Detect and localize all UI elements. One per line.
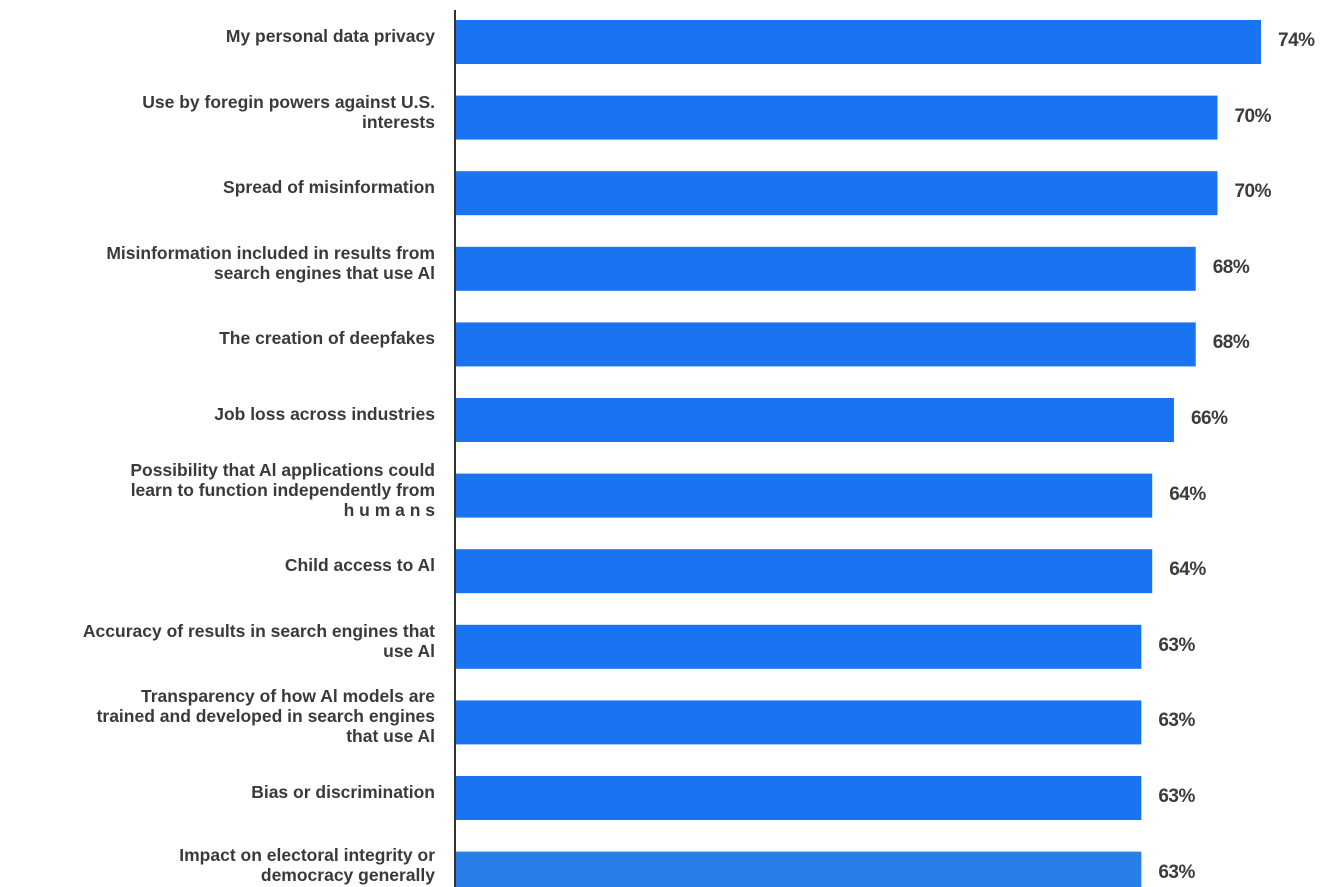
bar — [456, 624, 1142, 669]
value-label: 68% — [1212, 332, 1250, 354]
value-label: 66% — [1190, 408, 1228, 429]
value-label: 63% — [1158, 786, 1195, 807]
value-label: 70% — [1234, 105, 1272, 127]
category-label: Possibility that Al applications could l… — [130, 459, 435, 520]
bar — [456, 398, 1174, 442]
category-label: Job loss across industries — [214, 404, 435, 424]
bar — [456, 776, 1142, 820]
bar — [456, 473, 1153, 518]
bar — [456, 549, 1153, 594]
category-label: Accuracy of results in search engines th… — [82, 620, 435, 661]
value-label: 63% — [1158, 861, 1195, 883]
category-label: Use by foregin powers against U.S. inter… — [142, 91, 435, 132]
value-label: 68% — [1212, 256, 1250, 278]
bar — [456, 95, 1218, 140]
bar — [456, 851, 1142, 887]
value-label: 63% — [1158, 634, 1195, 656]
category-label: Impact on electoral integrity or democra… — [179, 845, 435, 885]
category-label: Transparency of how Al models are traine… — [96, 686, 435, 747]
category-label: Bias or discrimination — [251, 782, 435, 802]
bar — [456, 171, 1218, 216]
category-label: Child access to Al — [284, 555, 435, 576]
value-label: 74% — [1278, 30, 1315, 51]
value-label: 64% — [1169, 483, 1206, 505]
value-label: 70% — [1234, 181, 1272, 203]
bar — [456, 700, 1142, 745]
bar — [456, 246, 1196, 291]
category-label: Spread of misinformation — [223, 177, 435, 198]
value-label: 63% — [1158, 710, 1195, 732]
category-label: The creation of deepfakes — [219, 328, 435, 349]
bar — [456, 322, 1196, 367]
category-label: Misinformation included in results from … — [106, 242, 435, 283]
category-label: My personal data privacy — [225, 26, 435, 46]
bar — [456, 20, 1261, 64]
value-label: 64% — [1169, 559, 1206, 581]
